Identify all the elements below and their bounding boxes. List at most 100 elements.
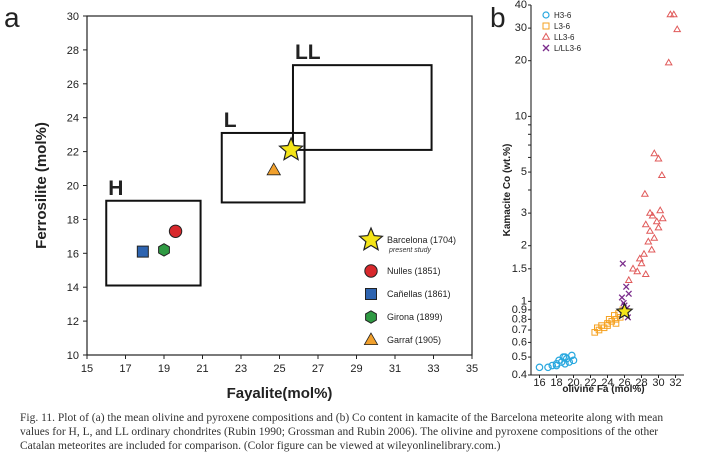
x-tick-label: 31 (389, 363, 401, 375)
y-tick-label: 20 (515, 55, 527, 67)
x-tick-label: 22 (584, 377, 596, 389)
panel-a: a 15 17 19 21 23 25 27 29 31 33 35 10 12 14 16 18 20 22 24 2… (4, 2, 478, 402)
y-tick-label: 5 (521, 166, 527, 178)
region-label-l: L (224, 109, 237, 132)
legend-label: Nulles (1851) (387, 266, 441, 276)
legend-label: L/LL3-6 (554, 44, 582, 53)
legend-note: present study (388, 247, 432, 254)
point-x-stroke (619, 260, 627, 267)
region-label-ll: LL (295, 41, 321, 64)
point-triangle-open (654, 154, 663, 162)
point-x (622, 283, 630, 290)
point-x-stroke (620, 299, 627, 307)
point-triangle-open (624, 275, 633, 283)
point-triangle-open (641, 220, 650, 228)
x-tick-label: 24 (601, 377, 613, 389)
x-tick-label: 33 (427, 363, 439, 375)
legend-marker-x-stroke (542, 44, 550, 52)
point-triangle-open (657, 171, 666, 178)
x-tick-label: 17 (119, 363, 131, 375)
y-axis-title: Kamacite Co (wt.%) (502, 144, 513, 237)
y-tick-label: 12 (67, 316, 79, 328)
y-tick-label: 0.5 (512, 351, 527, 363)
point-triangle-open (647, 245, 656, 253)
y-tick-label: 0.4 (512, 369, 527, 381)
x-tick-label: 15 (81, 363, 93, 375)
legend-label: H3-6 (554, 11, 572, 20)
point-triangle-open (664, 58, 673, 66)
y-tick-label: 16 (67, 248, 79, 260)
point-triangle-open (656, 206, 665, 214)
y-tick-label: 1 (521, 295, 527, 307)
y-tick-label: 3 (521, 207, 527, 219)
legend-label: L3-6 (554, 22, 571, 31)
point-square-open (604, 322, 611, 329)
point-triangle-open (637, 259, 646, 267)
point-x (619, 260, 627, 267)
legend-marker-hexagon (365, 310, 377, 324)
point-triangle-open (640, 249, 649, 257)
y-tick-label: 0.6 (512, 336, 527, 348)
point-triangle-open (658, 214, 667, 222)
y-tick-label: 2 (521, 240, 527, 252)
x-tick-label: 32 (669, 377, 681, 389)
x-tick-label: 29 (350, 363, 362, 375)
point-triangle (266, 162, 282, 176)
point-triangle-open (673, 25, 682, 33)
point-triangle-open (641, 269, 650, 277)
region-box-h (105, 199, 202, 287)
region-box-l (220, 131, 306, 204)
y-tick-label: 14 (67, 282, 79, 294)
point-triangle-open (645, 208, 655, 216)
legend-label: Girona (1899) (387, 312, 443, 322)
panel-b-letter: b (490, 2, 506, 33)
x-tick-label: 28 (635, 377, 647, 389)
figure-caption: Fig. 11. Plot of (a) the mean olivine an… (20, 412, 664, 452)
panel-a-letter: a (4, 2, 20, 33)
y-tick-label: 24 (67, 113, 79, 125)
point-triangle-open (635, 254, 644, 262)
point-circle-open (561, 353, 569, 361)
y-tick-label: 1.5 (512, 263, 527, 275)
x-tick-label: 26 (618, 377, 630, 389)
point-triangle-open (652, 217, 661, 225)
point-triangle-open (650, 149, 659, 157)
y-tick-label: 10 (515, 110, 527, 122)
x-tick-label: 25 (273, 363, 285, 375)
legend-label: Cañellas (1861) (387, 289, 451, 299)
panel-b: b16 18 20 22 24 26 28 30 320.40.50.60.70.80.911.… (490, 0, 684, 395)
y-tick-label: 28 (67, 45, 79, 57)
point-triangle-open (644, 237, 653, 245)
point-triangle-open (628, 264, 638, 272)
point-circle-open (565, 358, 574, 366)
point-square (136, 245, 149, 258)
y-tick-label: 22 (67, 147, 79, 159)
point-square-open (612, 316, 620, 323)
legend-marker-circle (364, 264, 378, 278)
legend-marker-triangle (363, 332, 379, 346)
y-tick-label: 0.8 (512, 313, 527, 325)
point-square-open (600, 324, 608, 332)
legend-marker-star (358, 226, 384, 251)
x-tick-label: 27 (312, 363, 324, 375)
point-x (625, 290, 633, 297)
legend-label: Barcelona (1704) (387, 235, 456, 245)
point-square-open (594, 324, 601, 332)
point-star (615, 302, 634, 320)
point-triangle-open (633, 267, 642, 275)
point-square-open (612, 320, 620, 327)
point-x-stroke (618, 294, 626, 301)
point-x-stroke (625, 290, 633, 297)
point-circle (168, 224, 183, 238)
point-star (278, 136, 304, 161)
legend-marker-triangle-open (541, 32, 551, 40)
point-triangle-open (654, 223, 663, 231)
point-circle-open (535, 363, 544, 372)
legend-marker-square (365, 288, 377, 300)
plot-area-frame (86, 15, 473, 356)
point-triangle-open (640, 189, 649, 197)
point-triangle-open (650, 233, 659, 241)
point-circle-open (569, 356, 578, 365)
y-tick-label: 10 (67, 350, 79, 362)
